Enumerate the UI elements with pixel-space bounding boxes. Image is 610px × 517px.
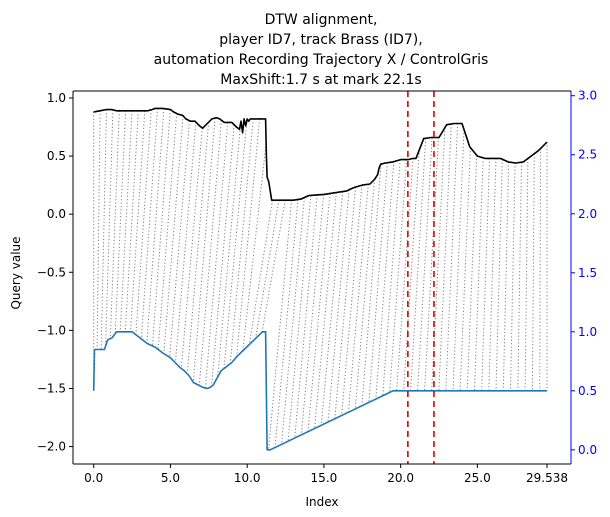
alignment-line: [274, 199, 299, 448]
query-series-line: [93, 107, 548, 201]
y-tick-label: −2.0: [37, 440, 66, 454]
title-line-4: MaxShift:1.7 s at mark 22.1s: [220, 72, 421, 88]
alignment-line: [287, 195, 312, 442]
alignment-line: [105, 109, 114, 346]
alignment-line: [481, 158, 491, 391]
alignment-line: [174, 122, 197, 363]
alignment-line: [242, 143, 267, 351]
y-tick-label: 0.0: [47, 207, 66, 221]
right-y-tick-label: 2.0: [578, 207, 597, 221]
alignment-line: [300, 194, 325, 435]
title-line-1: DTW alignment,: [265, 12, 378, 28]
chart-title: DTW alignment, player ID7, track Brass (…: [154, 12, 489, 88]
alignment-line: [294, 194, 318, 439]
alignment-line: [495, 159, 503, 391]
axes: 0.0 5.0 10.0 15.0 20.0 25.0 29.538 −2.0 −1.5 −1.0…: [37, 89, 597, 485]
x-axis-label: Index: [305, 495, 338, 509]
y-tick-label: −1.0: [37, 323, 66, 337]
alignment-line: [517, 162, 522, 391]
alignment-line: [261, 200, 286, 333]
alignment-line: [452, 129, 465, 391]
title-line-3: automation Recording Trajectory X / Cont…: [154, 52, 489, 68]
alignment-line: [510, 162, 516, 391]
alignment-line: [382, 159, 401, 396]
y-tick-label: −0.5: [37, 265, 66, 279]
plot-area: [92, 91, 548, 464]
right-y-tick-label: 2.5: [578, 148, 597, 162]
alignment-line: [130, 110, 146, 332]
alignment-line: [204, 122, 229, 389]
alignment-line: [445, 123, 459, 391]
alignment-line: [320, 191, 344, 426]
x-tick-label: 29.538: [526, 471, 568, 485]
x-tick-label: 5.0: [161, 471, 180, 485]
alignment-line: [223, 119, 248, 369]
alignment-line: [163, 115, 184, 354]
alignment-line: [109, 110, 120, 339]
x-tick-label: 25.0: [464, 471, 491, 485]
alignment-line: [198, 120, 222, 386]
x-tick-label: 20.0: [387, 471, 414, 485]
alignment-line: [151, 109, 171, 346]
y-tick-label: 1.0: [47, 91, 66, 105]
alignment-line: [255, 200, 280, 339]
title-line-2: player ID7, track Brass (ID7),: [219, 32, 422, 48]
alignment-line: [100, 109, 107, 350]
alignment-line: [211, 124, 235, 387]
alignment-line: [114, 110, 127, 334]
right-y-tick-label: 3.0: [578, 89, 597, 103]
alignment-line: [327, 189, 350, 423]
alignment-line: [96, 110, 101, 350]
alignment-line: [539, 148, 542, 391]
alignment-line: [341, 185, 363, 416]
alignment-line: [375, 161, 395, 400]
alignment-line: [140, 108, 159, 339]
alignment-line: [488, 158, 497, 391]
x-tick-label: 15.0: [311, 471, 338, 485]
alignment-line: [236, 118, 261, 358]
alignment-line: [124, 110, 139, 332]
alignment-line: [424, 137, 439, 391]
alignment-line: [268, 200, 293, 450]
alignment-line: [354, 179, 376, 410]
alignment-line: [524, 158, 529, 391]
x-tick-label: 10.0: [234, 471, 261, 485]
alignment-line: [438, 123, 452, 391]
alignment-line: [314, 192, 337, 429]
right-y-tick-label: 1.5: [578, 266, 597, 280]
alignment-line: [248, 200, 273, 345]
alignment-line: [396, 158, 414, 391]
alignment-line: [169, 120, 190, 358]
alignment-line: [403, 149, 420, 391]
right-y-tick-label: 0.0: [578, 443, 597, 457]
alignment-line: [192, 118, 216, 383]
y-axis-label: Query value: [9, 236, 23, 309]
alignment-line: [410, 138, 427, 391]
reference-series-line: [92, 330, 547, 451]
alignment-line: [180, 127, 203, 369]
alignment-line: [473, 157, 484, 391]
right-y-tick-label: 0.5: [578, 384, 597, 398]
alignment-line: [119, 110, 133, 332]
x-tick-label: 0.0: [84, 471, 103, 485]
alignment-line: [334, 187, 356, 419]
y-tick-label: 0.5: [47, 149, 66, 163]
alignment-line: [531, 153, 535, 391]
alignment-line: [217, 123, 242, 377]
y-tick-label: −1.5: [37, 381, 66, 395]
alignment-line: [307, 193, 331, 432]
alignment-line: [229, 118, 254, 364]
alignment-line: [389, 159, 408, 393]
right-y-tick-label: 1.0: [578, 325, 597, 339]
alignment-line: [417, 137, 433, 391]
alignment-line: [281, 197, 305, 445]
alignment-line: [135, 109, 152, 335]
alignment-line: [186, 122, 210, 374]
alignment-line: [502, 161, 510, 391]
alignment-line: [347, 184, 369, 413]
